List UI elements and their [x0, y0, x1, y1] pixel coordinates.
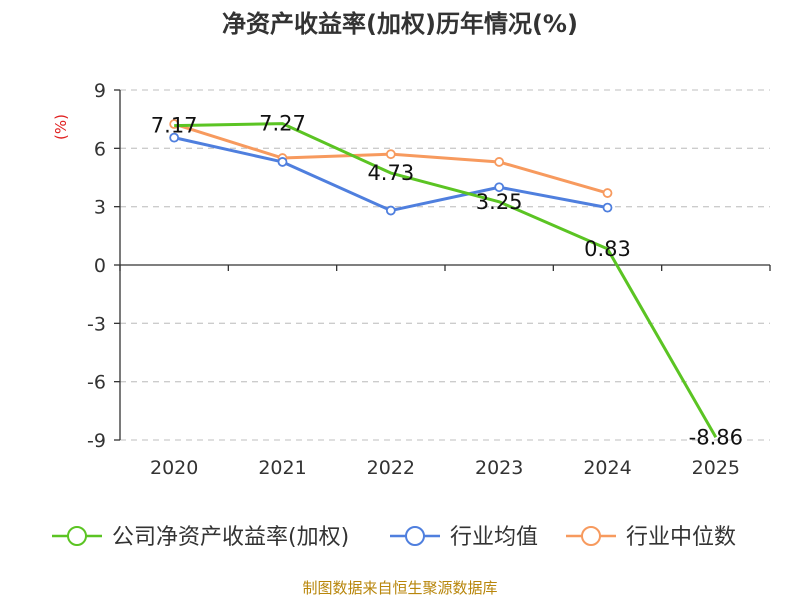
- data-label: 0.83: [584, 237, 631, 261]
- x-tick-label: 2020: [150, 457, 198, 479]
- y-tick-label: -9: [87, 430, 106, 452]
- x-tick-label: 2021: [258, 457, 306, 479]
- data-label: -8.86: [689, 425, 743, 449]
- y-tick-label: -6: [87, 372, 106, 394]
- y-tick-label: 6: [94, 138, 106, 160]
- legend-marker-icon: [581, 526, 601, 546]
- data-label: 3.25: [476, 190, 523, 214]
- data-point: [494, 157, 505, 167]
- data-point: [494, 182, 505, 193]
- legend-marker-icon: [405, 526, 425, 546]
- series-line: [174, 122, 718, 439]
- x-tick-label: 2023: [475, 457, 523, 479]
- y-axis-label: (%): [52, 114, 70, 140]
- data-point: [277, 157, 288, 167]
- legend-label: 公司净资产收益率(加权): [112, 525, 349, 550]
- data-label: 7.27: [259, 112, 306, 136]
- x-tick-label: 2025: [692, 457, 740, 479]
- source-footer: 制图数据来自恒生聚源数据库: [302, 579, 498, 597]
- data-point: [169, 132, 180, 143]
- y-tick-label: -3: [87, 313, 106, 335]
- legend-marker-icon: [67, 526, 87, 546]
- data-label: 7.17: [151, 114, 198, 138]
- data-point: [602, 202, 613, 213]
- x-tick-label: 2024: [583, 457, 631, 479]
- legend-label: 行业中位数: [626, 525, 736, 550]
- data-point: [385, 205, 396, 216]
- y-tick-label: 0: [94, 255, 106, 277]
- x-tick-label: 2022: [367, 457, 415, 479]
- chart-title: 净资产收益率(加权)历年情况(%): [222, 10, 578, 38]
- legend-label: 行业均值: [450, 525, 538, 550]
- data-point: [385, 149, 396, 160]
- data-label: 4.73: [367, 161, 414, 185]
- y-tick-label: 9: [94, 80, 106, 102]
- y-tick-label: 3: [94, 197, 106, 219]
- data-point: [602, 188, 613, 198]
